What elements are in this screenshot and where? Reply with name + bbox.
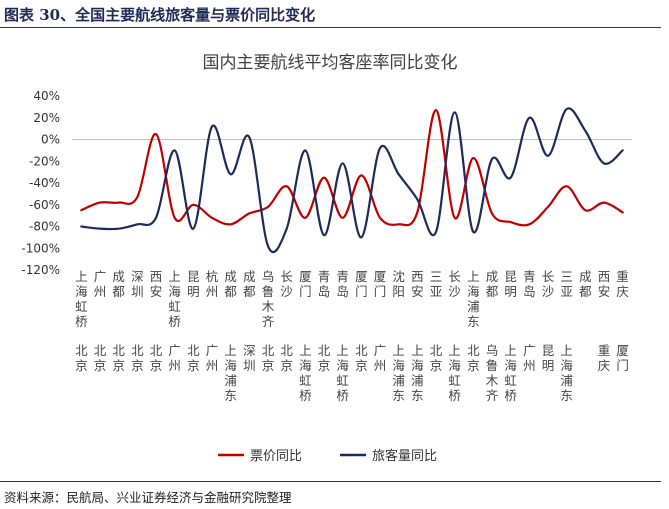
figure-header: 图表 30、全国主要航线旅客量与票价同比变化 — [0, 0, 661, 28]
chart-title: 国内主要航线平均客座率同比变化 — [203, 53, 458, 73]
x-tick-label-upper: 青岛 — [336, 269, 349, 299]
x-tick-label-lower: 厦门 — [616, 343, 629, 373]
x-tick-label-upper: 乌鲁木齐 — [262, 269, 275, 329]
x-tick-label-upper: 西安 — [598, 269, 611, 299]
x-tick-label-upper: 厦门 — [374, 269, 387, 299]
series-line-1 — [80, 108, 624, 227]
x-tick-label-lower: 北京 — [280, 343, 293, 373]
x-tick-label-upper: 深圳 — [131, 269, 144, 299]
x-tick-label-lower: 上海虹桥 — [448, 343, 461, 403]
figure-title: 图表 30、全国主要航线旅客量与票价同比变化 — [4, 6, 316, 24]
x-tick-label-lower: 北京 — [150, 343, 163, 373]
x-tick-label-lower: 重庆 — [598, 343, 611, 373]
x-tick-label-upper: 上海虹桥 — [168, 269, 181, 329]
x-tick-label-upper: 杭州 — [206, 269, 219, 299]
x-tick-label-lower: 北京 — [467, 343, 480, 373]
x-tick-label-upper: 成都 — [112, 269, 125, 299]
y-tick-label: 40% — [33, 89, 60, 103]
x-tick-label-upper: 西安 — [411, 269, 424, 299]
y-tick-label: -80% — [29, 220, 60, 234]
x-tick-label-lower: 北京 — [262, 343, 275, 373]
x-tick-label-upper: 上海浦东 — [467, 269, 480, 329]
x-tick-label-lower: 深圳 — [243, 343, 256, 373]
x-tick-label-upper: 厦门 — [355, 269, 368, 299]
x-tick-label-upper: 三亚 — [430, 269, 443, 299]
y-tick-label: -40% — [29, 176, 60, 190]
x-tick-label-lower: 北京 — [94, 343, 107, 373]
x-tick-label-lower: 北京 — [318, 343, 331, 373]
y-tick-label: 0% — [41, 133, 60, 147]
x-tick-label-upper: 昆明 — [504, 269, 517, 299]
legend-label: 票价同比 — [250, 449, 302, 464]
x-tick-label-upper: 三亚 — [560, 269, 573, 299]
x-tick-label-lower: 广州 — [206, 343, 219, 373]
x-tick-label-upper: 青岛 — [523, 269, 536, 299]
x-tick-label-upper: 沈阳 — [392, 269, 405, 299]
x-tick-label-lower: 上海虹桥 — [299, 343, 312, 403]
x-tick-label-lower: 乌鲁木齐 — [486, 343, 499, 403]
series-line-2 — [80, 107, 624, 254]
x-tick-label-lower: 北京 — [430, 343, 443, 373]
x-tick-label-lower: 北京 — [112, 343, 125, 373]
x-tick-label-upper: 成都 — [224, 269, 237, 299]
x-tick-label-upper: 长沙 — [542, 269, 555, 299]
x-tick-label-upper: 重庆 — [616, 269, 629, 299]
x-tick-label-upper: 昆明 — [187, 269, 200, 299]
y-tick-label: -120% — [21, 263, 60, 277]
legend: 票价同比 旅客量同比 — [218, 448, 437, 464]
x-tick-label-upper: 成都 — [486, 269, 499, 299]
x-tick-label-upper: 西安 — [150, 269, 163, 299]
x-tick-label-upper: 上海虹桥 — [75, 269, 88, 329]
x-tick-label-upper: 成都 — [243, 269, 256, 299]
x-tick-label-lower: 北京 — [131, 343, 144, 373]
x-tick-label-lower: 上海虹桥 — [504, 343, 517, 403]
legend-label: 旅客量同比 — [372, 448, 437, 464]
y-tick-label: 20% — [33, 111, 60, 125]
x-tick-label-lower: 上海浦东 — [392, 343, 405, 403]
x-tick-label-lower: 上海虹桥 — [336, 343, 349, 403]
x-tick-label-lower: 上海浦东 — [224, 343, 237, 403]
x-tick-label-upper: 长沙 — [280, 269, 293, 299]
x-tick-label-lower: 北京 — [187, 343, 200, 373]
x-tick-label-upper: 青岛 — [318, 269, 331, 299]
x-tick-label-lower: 广州 — [168, 343, 181, 373]
line-chart: 国内主要航线平均客座率同比变化 40% 20% 0% -20% -40% -60% -80%… — [21, 53, 632, 464]
y-tick-label: -60% — [29, 198, 60, 212]
x-tick-label-lower: 北京 — [355, 343, 368, 373]
x-tick-label-upper: 广州 — [94, 269, 107, 299]
figure-footer: 资料来源：民航局、兴业证券经济与金融研究院整理 — [0, 481, 661, 509]
y-axis: 40% 20% 0% -20% -40% -60% -80% -100% -120% — [21, 89, 60, 277]
x-tick-label-lower: 上海浦东 — [411, 343, 424, 403]
y-tick-label: -20% — [29, 154, 60, 168]
x-tick-label-upper: 长沙 — [448, 269, 461, 299]
x-tick-label-lower: 昆明 — [542, 343, 555, 373]
source-note: 资料来源：民航局、兴业证券经济与金融研究院整理 — [4, 490, 292, 505]
x-tick-label-lower: 广州 — [523, 343, 536, 373]
x-tick-label-lower: 广州 — [374, 343, 387, 373]
y-tick-label: -100% — [21, 241, 60, 255]
x-tick-label-lower: 北京 — [75, 343, 88, 373]
x-tick-label-upper: 厦门 — [299, 269, 312, 299]
series-layer — [80, 107, 624, 254]
x-axis: 上海虹桥北京广州北京成都北京深圳北京西安北京上海虹桥广州昆明北京杭州广州成都上海… — [72, 139, 632, 403]
x-tick-label-lower: 上海浦东 — [560, 343, 573, 403]
x-tick-label-upper: 成都 — [579, 269, 592, 299]
